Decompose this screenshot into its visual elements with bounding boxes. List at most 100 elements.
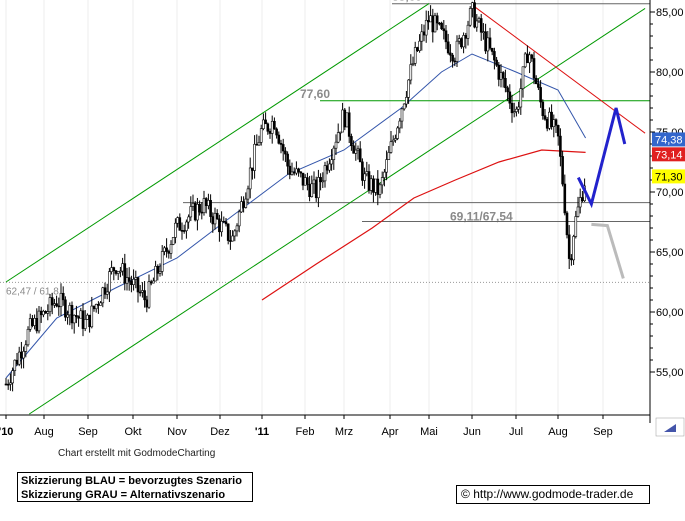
price-body [57,305,61,308]
moving-average-long [261,149,586,301]
price-series [4,0,586,392]
price-body [411,63,415,65]
grid-layer [5,0,604,415]
price-body [576,206,580,217]
price-body [488,37,492,49]
legend-blue-text: Skizzierung BLAU = bevorzugtes Szenario [21,475,242,487]
x-tick-label: Jul [509,426,523,438]
price-body [471,2,474,9]
price-body [341,109,344,133]
price-body [103,287,107,295]
price-body [356,148,360,151]
scenario-sketches [576,107,627,279]
price-body [462,35,465,48]
price-body [200,211,204,214]
price-body [323,165,327,182]
price-body [9,382,12,385]
price-body [449,52,452,56]
price-body [504,78,507,89]
price-body [314,179,318,199]
price-body [361,161,364,181]
price-body [295,168,298,174]
price-body [147,281,151,308]
price-body [545,118,549,129]
price-body [242,201,245,208]
x-tick-label: Dez [210,426,230,438]
price-body [468,8,472,26]
x-tick-label: Apr [381,426,398,438]
price-body [363,173,366,181]
price-body [226,223,230,241]
price-body [233,230,237,237]
price-body [72,315,76,324]
price-body [427,20,430,23]
price-body [284,150,287,155]
price-body [171,237,175,245]
price-body [138,291,142,294]
price-body [211,216,215,225]
price-body [374,178,377,193]
price-body [270,120,274,134]
price-body [334,141,338,149]
price-body [321,180,325,183]
blue-scenario-path [576,107,627,209]
price-body [136,277,140,293]
price-body [251,167,254,171]
price-body [169,244,173,254]
price-body [455,40,459,62]
price-body [336,132,340,143]
scenario-legend: Skizzierung BLAU = bevorzugtes Szenario … [17,472,253,502]
price-body [143,290,146,301]
price-body [235,225,239,232]
value-tags: 74,38 73,14 71,30 [652,132,685,184]
price-body [290,171,294,175]
price-body [145,299,149,308]
price-body [257,142,261,146]
channel-lower-line [29,7,646,415]
arrow-corner-icon[interactable] [655,417,685,437]
price-body [440,22,443,30]
value-tag-box [652,169,685,184]
price-body [158,271,162,274]
price-body [237,211,241,227]
price-body [218,218,221,233]
price-body [567,234,571,259]
price-body [306,177,309,185]
price-body [193,203,197,221]
price-body [385,159,388,173]
price-body [550,111,553,128]
price-body [101,287,105,304]
source-url[interactable]: http://www.godmode-trader.de [473,487,634,501]
price-body [191,203,195,207]
price-body [42,310,45,316]
price-body [79,310,83,319]
price-body [127,277,131,282]
price-body [130,280,133,285]
y-tick-label: 60,00 [656,307,684,319]
price-body [94,304,98,310]
price-body [464,35,468,39]
price-body [15,359,19,365]
price-body [264,119,267,125]
source-box[interactable]: © http://www.godmode-trader.de [456,485,650,504]
price-body [75,315,78,318]
price-body [350,136,353,147]
price-body [400,108,404,122]
trend-lines [5,3,646,415]
price-body [297,168,300,173]
x-tick-label: Okt [124,426,141,438]
price-body [97,304,100,306]
price-body [50,297,54,306]
price-body [389,141,393,153]
price-body [512,111,516,114]
price-body [152,280,155,284]
price-body [24,344,28,352]
price-body [154,266,157,282]
price-body [174,222,177,238]
price-body [345,112,349,128]
x-tick-label: Mrz [335,426,353,438]
price-body [413,47,417,64]
price-body [484,31,487,52]
price-body [176,217,179,224]
